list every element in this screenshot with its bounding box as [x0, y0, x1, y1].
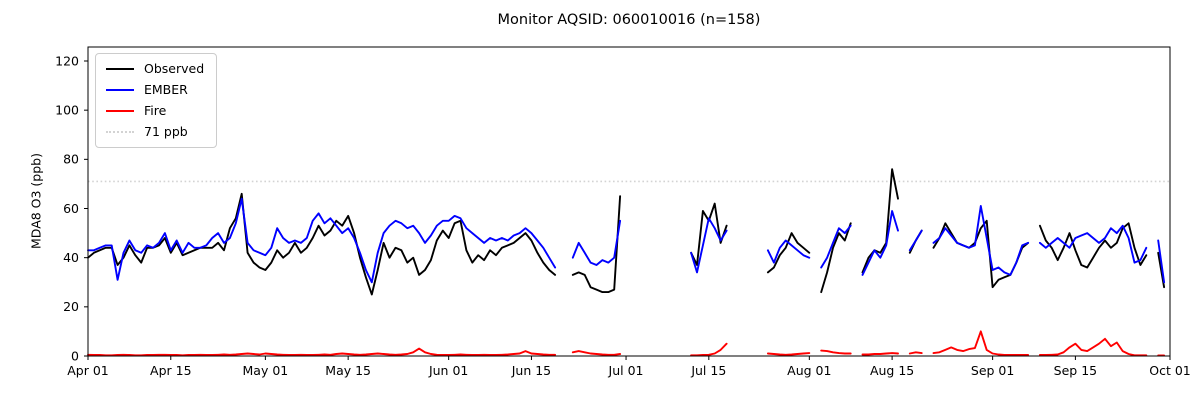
legend-item-observed: Observed: [106, 61, 204, 77]
legend-label: 71 ppb: [144, 124, 188, 139]
legend-label: Observed: [144, 61, 205, 76]
legend: Observed EMBER Fire 71 ppb: [95, 53, 218, 148]
y-tick-label: 80: [63, 152, 79, 167]
x-tick-label: Jul 15: [690, 363, 726, 378]
legend-item-fire: Fire: [106, 103, 204, 119]
x-tick-label: May 15: [325, 363, 371, 378]
legend-label: Fire: [144, 103, 167, 118]
x-tick-label: Jul 01: [608, 363, 644, 378]
fire-line: [87, 330, 1166, 357]
y-tick-label: 60: [63, 201, 79, 216]
x-tick-label: Aug 01: [787, 363, 831, 378]
plot-border: [87, 46, 1171, 357]
y-tick-label: 120: [55, 53, 79, 68]
legend-item-ember: EMBER: [106, 82, 204, 98]
x-tick-label: Apr 01: [67, 363, 109, 378]
legend-swatch: [106, 131, 134, 133]
legend-label: EMBER: [144, 82, 188, 97]
x-tick-label: Jun 15: [511, 363, 551, 378]
x-tick-label: Apr 15: [150, 363, 192, 378]
y-tick-label: 100: [55, 103, 79, 118]
legend-swatch: [106, 89, 134, 91]
x-tick-label: Jun 01: [428, 363, 468, 378]
x-tick-label: Aug 15: [870, 363, 914, 378]
observed-line: [87, 168, 1166, 296]
legend-swatch: [106, 68, 134, 70]
chart-title: Monitor AQSID: 060010016 (n=158): [497, 12, 761, 28]
y-tick-label: 0: [71, 348, 79, 363]
x-tick-label: May 01: [243, 363, 289, 378]
x-tick-label: Sep 15: [1054, 363, 1097, 378]
legend-swatch: [106, 110, 134, 112]
y-tick-label: 40: [63, 250, 79, 265]
x-tick-label: Sep 01: [971, 363, 1014, 378]
y-tick-label: 20: [63, 299, 79, 314]
legend-item-71-ppb: 71 ppb: [106, 124, 204, 140]
ember-line: [87, 197, 1166, 284]
x-tick-label: Oct 01: [1149, 363, 1191, 378]
